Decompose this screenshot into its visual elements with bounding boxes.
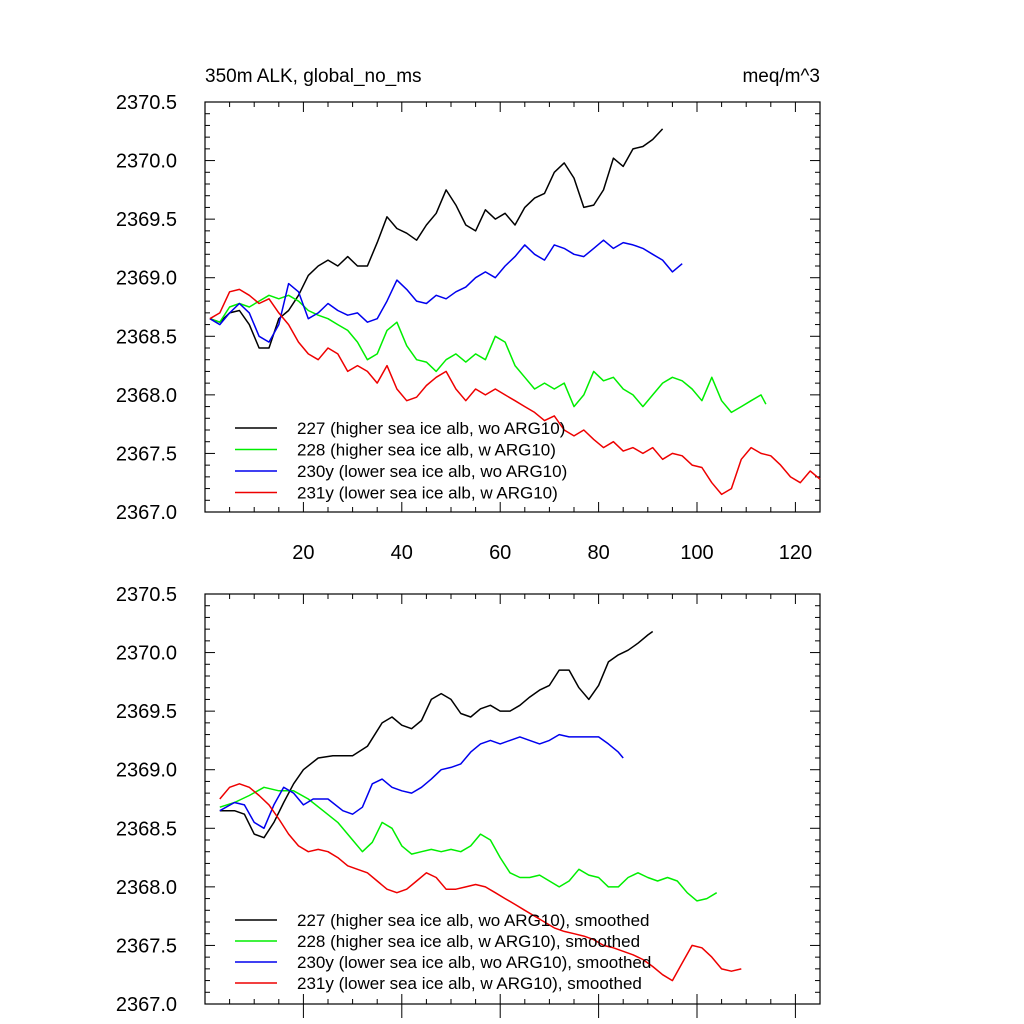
y-tick-label: 2370.5: [116, 92, 177, 114]
legend-label: 227 (higher sea ice alb, wo ARG10), smoo…: [297, 911, 649, 930]
top-panel: 2370.5 2370.0 2369.5 2369.0 2368.5 2368.0 2367…: [116, 92, 821, 564]
y-tick-label: 2370.5: [116, 584, 177, 606]
y-tick-label: 2367.0: [116, 994, 177, 1016]
series-line-231y: [209, 288, 821, 496]
legend-label: 231y (lower sea ice alb, w ARG10), smoot…: [297, 974, 642, 993]
legend-label: 231y (lower sea ice alb, w ARG10): [297, 484, 558, 503]
y-tick-label: 2368.5: [116, 326, 177, 348]
y-tick-label: 2370.0: [116, 151, 177, 173]
series-line-228: [209, 294, 767, 414]
legend-label: 228 (higher sea ice alb, w ARG10), smoot…: [297, 932, 640, 951]
x-tick-label: 120: [779, 542, 812, 564]
legend-label: 230y (lower sea ice alb, wo ARG10): [297, 462, 567, 481]
series-line-230y: [209, 239, 683, 343]
bottom-axis-ticks: 2370.5 2370.0 2369.5 2369.0 2368.5 2368.0 2367…: [116, 584, 821, 1018]
y-tick-label: 2367.0: [116, 502, 177, 524]
y-tick-label: 2370.0: [116, 643, 177, 665]
top-legend: 227 (higher sea ice alb, wo ARG10) 228 (h…: [235, 419, 567, 503]
y-tick-label: 2369.5: [116, 209, 177, 231]
series-line-227: [219, 630, 654, 839]
legend-label: 227 (higher sea ice alb, wo ARG10): [297, 419, 565, 438]
x-tick-label: 60: [489, 542, 511, 564]
bottom-panel: 2370.5 2370.0 2369.5 2369.0 2368.5 2368.0 2367…: [116, 584, 821, 1018]
y-tick-label: 2369.0: [116, 268, 177, 290]
top-axis-ticks: 2370.5 2370.0 2369.5 2369.0 2368.5 2368.0 2367…: [116, 92, 821, 564]
series-line-228: [219, 786, 718, 902]
series-line-230y: [219, 733, 624, 830]
x-tick-label: 80: [587, 542, 609, 564]
chart-title: 350m ALK, global_no_ms: [205, 66, 422, 87]
bottom-series-lines: [219, 630, 742, 982]
bottom-plot-frame: [204, 593, 821, 1005]
x-tick-label: 20: [292, 542, 314, 564]
legend-label: 230y (lower sea ice alb, wo ARG10), smoo…: [297, 953, 651, 972]
bottom-legend: 227 (higher sea ice alb, wo ARG10), smoo…: [235, 911, 651, 993]
top-plot-frame: [204, 101, 821, 513]
y-tick-label: 2367.5: [116, 443, 177, 465]
x-tick-label: 100: [680, 542, 713, 564]
legend-label: 228 (higher sea ice alb, w ARG10): [297, 441, 556, 460]
x-tick-label: 40: [391, 542, 413, 564]
series-line-227: [209, 128, 664, 349]
y-tick-label: 2369.5: [116, 701, 177, 723]
y-tick-label: 2368.5: [116, 818, 177, 840]
y-tick-label: 2368.0: [116, 877, 177, 899]
top-series-lines: [209, 128, 821, 496]
series-line-231y: [219, 783, 742, 982]
y-tick-label: 2369.0: [116, 760, 177, 782]
units-label: meq/m^3: [742, 66, 820, 87]
y-tick-label: 2367.5: [116, 935, 177, 957]
y-tick-label: 2368.0: [116, 385, 177, 407]
